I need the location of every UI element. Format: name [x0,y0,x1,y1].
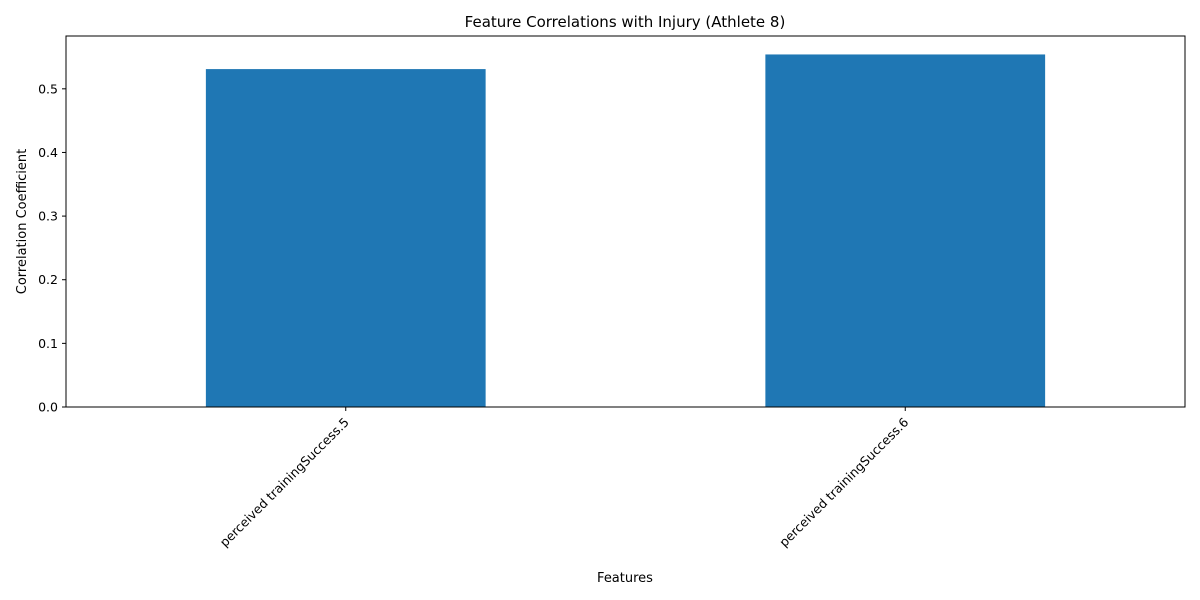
y-axis: 0.0 0.1 0.2 0.3 0.4 0.5 [38,81,66,415]
bar-2 [765,54,1046,408]
chart-title: Feature Correlations with Injury (Athlet… [465,13,786,31]
bar-1 [205,69,486,407]
x-tick-label-1: perceived trainingSuccess.5 [217,415,352,550]
x-axis-label: Features [597,571,653,586]
y-tick-label-2: 0.1 [38,336,58,351]
y-tick-label-1: 0.0 [38,400,58,415]
y-tick-label-4: 0.3 [38,209,58,224]
y-tick-label-5: 0.4 [38,145,58,160]
y-tick-label-3: 0.2 [38,272,58,287]
plot-frame [65,35,1186,408]
y-axis-label: Correlation Coefficient [15,149,30,295]
x-axis: perceived trainingSuccess.5 perceived tra… [217,407,911,550]
y-tick-label-6: 0.5 [38,81,58,96]
bars-group [205,54,1046,408]
x-tick-label-2: perceived trainingSuccess.6 [776,414,911,549]
